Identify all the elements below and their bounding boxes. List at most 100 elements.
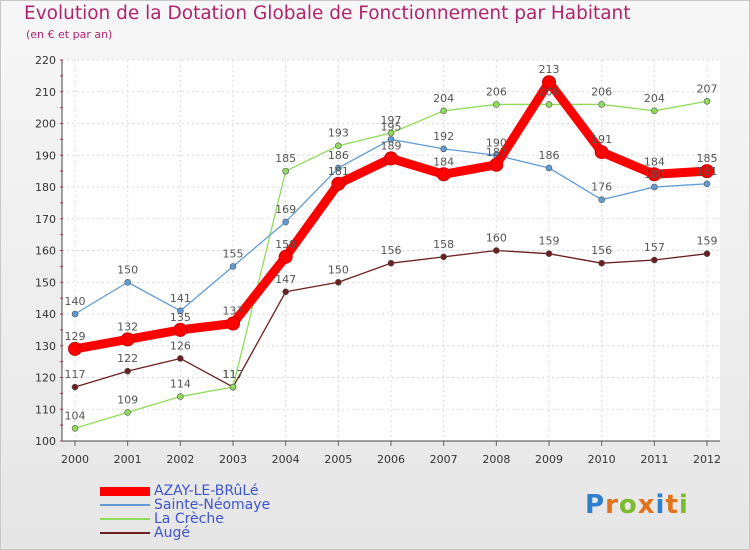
data-point — [173, 322, 188, 337]
data-label: 158 — [275, 238, 296, 251]
data-label: 189 — [381, 139, 402, 152]
logo-letter: i — [655, 490, 666, 520]
x-tick-label: 2004 — [272, 453, 300, 466]
legend-swatch — [100, 532, 150, 534]
y-tick-label: 160 — [35, 245, 56, 258]
data-label: 157 — [644, 241, 665, 254]
data-label: 187 — [486, 146, 507, 159]
data-label: 207 — [697, 82, 718, 95]
data-label: 193 — [328, 127, 349, 140]
data-point — [651, 107, 658, 115]
data-label: 156 — [381, 244, 402, 257]
data-label: 206 — [591, 85, 612, 98]
data-label: 185 — [697, 152, 718, 165]
data-label: 184 — [433, 155, 454, 168]
data-point — [489, 157, 504, 172]
data-label: 117 — [223, 368, 244, 381]
data-point — [440, 107, 447, 115]
data-point — [282, 218, 289, 226]
data-label: 150 — [328, 263, 349, 276]
data-label: 192 — [433, 130, 454, 143]
x-tick-label: 2000 — [61, 453, 89, 466]
data-point — [335, 142, 342, 150]
data-label: 155 — [223, 247, 244, 260]
data-point — [278, 249, 293, 264]
data-label: 181 — [697, 165, 718, 178]
data-point — [124, 409, 131, 416]
data-label: 132 — [117, 320, 138, 333]
data-point — [440, 253, 447, 261]
data-label: 195 — [381, 120, 402, 133]
logo-letter: i — [678, 490, 689, 520]
y-tick-label: 190 — [35, 149, 56, 162]
y-tick-label: 100 — [35, 435, 56, 448]
data-point — [68, 341, 82, 356]
data-point — [700, 164, 714, 179]
data-point — [177, 393, 184, 400]
data-point — [120, 332, 135, 347]
data-point — [124, 367, 131, 375]
y-tick-label: 220 — [35, 54, 56, 67]
data-point — [331, 176, 346, 191]
data-point — [387, 129, 395, 137]
x-tick-label: 2006 — [377, 453, 405, 466]
data-point — [594, 145, 609, 160]
legend-label: La Crèche — [154, 511, 224, 527]
x-tick-label: 2012 — [693, 453, 721, 466]
data-label: 137 — [223, 305, 244, 318]
data-point — [282, 288, 289, 296]
data-point — [387, 136, 395, 143]
data-point — [282, 167, 289, 175]
data-point — [493, 101, 500, 108]
y-tick-label: 120 — [35, 372, 56, 385]
data-label: 114 — [170, 378, 191, 391]
data-point — [229, 383, 237, 391]
data-point — [651, 183, 658, 191]
data-point — [335, 164, 342, 172]
data-point — [436, 167, 451, 182]
legend-label: AZAY-LE-BRûLé — [154, 483, 259, 499]
data-point — [598, 101, 605, 108]
data-label: 206 — [539, 85, 560, 98]
x-tick-label: 2005 — [324, 453, 352, 466]
data-label: 204 — [433, 92, 454, 105]
y-tick-label: 200 — [35, 118, 56, 131]
data-label: 186 — [328, 149, 349, 162]
logo-letter: o — [618, 490, 638, 520]
data-point — [542, 75, 556, 90]
data-label: 169 — [275, 203, 296, 216]
data-point — [71, 310, 79, 318]
data-label: 190 — [486, 136, 507, 149]
data-label: 126 — [170, 339, 191, 352]
data-label: 185 — [275, 152, 296, 165]
data-label: 159 — [539, 235, 560, 248]
x-tick-label: 2007 — [430, 453, 458, 466]
data-point — [387, 259, 395, 267]
data-label: 109 — [117, 393, 138, 406]
data-label: 156 — [591, 244, 612, 257]
legend-swatch — [100, 518, 150, 520]
data-label: 197 — [381, 114, 402, 127]
x-tick-label: 2008 — [482, 453, 510, 466]
data-label: 122 — [117, 352, 138, 365]
data-label: 160 — [486, 232, 507, 245]
legend-label: Sainte-Néomaye — [154, 497, 271, 513]
data-point — [71, 424, 79, 432]
data-label: 181 — [328, 165, 349, 178]
data-point — [384, 151, 398, 166]
data-label: 191 — [591, 133, 612, 146]
data-label: 135 — [170, 311, 191, 324]
logo-letter: r — [605, 490, 619, 520]
data-label: 184 — [644, 155, 665, 168]
data-label: 150 — [117, 263, 138, 276]
data-label: 180 — [644, 168, 665, 181]
y-tick-label: 140 — [35, 308, 56, 321]
data-point — [335, 278, 342, 286]
data-point — [598, 196, 605, 203]
data-point — [71, 383, 79, 391]
x-tick-label: 2011 — [640, 453, 668, 466]
chart-subtitle: (en € et par an) — [26, 28, 113, 41]
x-tick-label: 2010 — [588, 453, 616, 466]
data-label: 117 — [223, 368, 244, 381]
data-point — [177, 307, 184, 315]
